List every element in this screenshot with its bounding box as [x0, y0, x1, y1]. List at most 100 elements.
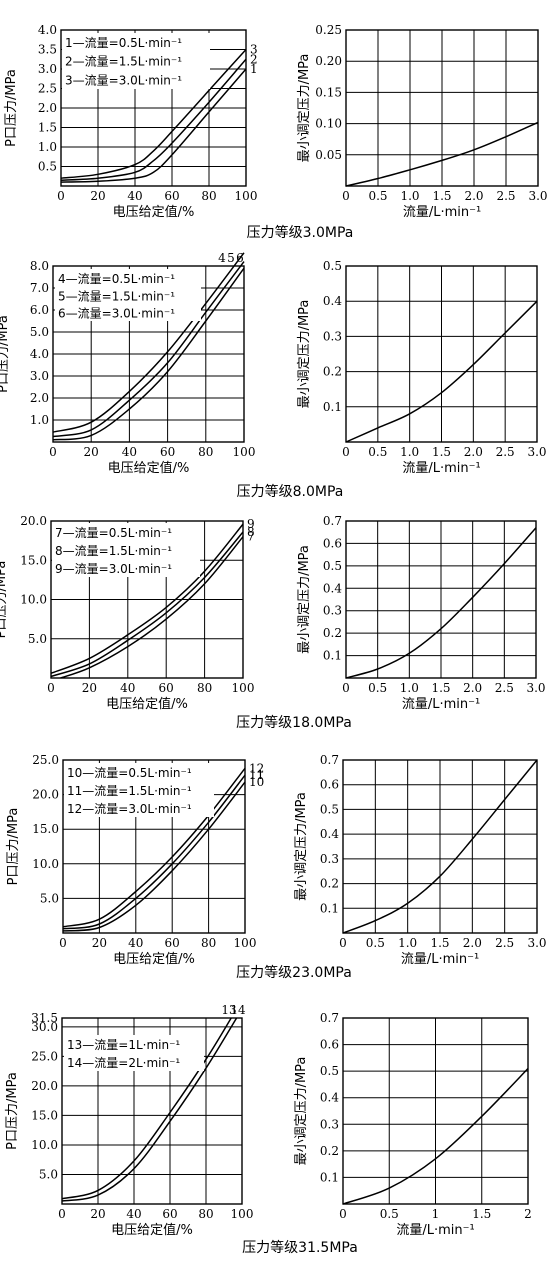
- chart-1-curve-label-1: 1: [250, 62, 258, 76]
- chart-7-curve-label-10: 10: [249, 775, 264, 789]
- chart-3-y-tick-label: 6.0: [30, 303, 49, 317]
- chart-7-y-axis-label: P口压力/MPa: [6, 808, 21, 886]
- chart-6-y-tick-label: 0.7: [323, 514, 342, 528]
- chart-10-x-tick-label: 0: [339, 1207, 347, 1221]
- chart-8-y-tick-label: 0.6: [320, 778, 339, 792]
- chart-10-y-tick-label: 0.1: [320, 1170, 339, 1184]
- chart-9-curve-label-13: 13: [221, 1003, 236, 1017]
- chart-8-y-tick-label: 0.7: [320, 753, 339, 767]
- chart-4-x-tick-label: 2.0: [464, 445, 483, 459]
- chart-2-x-tick-label: 1.5: [432, 189, 451, 203]
- chart-7-y-tick-label: 25.0: [32, 753, 59, 767]
- chart-3-y-tick-label: 7.0: [30, 281, 49, 295]
- chart-5-series-line-7: [60, 536, 244, 679]
- chart-3-plot-frame: [52, 265, 245, 443]
- chart-9-y-tick-label: 20.0: [31, 1079, 58, 1093]
- chart-7-legend-entry: 10—流量=0.5L·min⁻¹: [67, 766, 192, 780]
- figure-caption-5: 压力等级31.5MPa: [242, 1239, 358, 1256]
- chart-4-x-tick-label: 2.5: [496, 445, 515, 459]
- chart-9-y-tick-label: 31.5: [31, 1011, 58, 1025]
- chart-4-x-tick-label: 3.0: [527, 445, 546, 459]
- chart-6-x-tick-label: 3.0: [526, 681, 545, 695]
- chart-7-y-tick-label: 20.0: [32, 788, 59, 802]
- chart-5-x-tick-label: 80: [197, 681, 212, 695]
- chart-8-y-tick-label: 0.4: [320, 827, 339, 841]
- chart-8-y-tick-label: 0.1: [320, 901, 339, 915]
- chart-1-x-tick-label: 20: [90, 189, 105, 203]
- chart-8-y-tick-label: 0.3: [320, 852, 339, 866]
- chart-3-curve-label-6: 6: [236, 251, 244, 265]
- chart-1-y-tick-label: 1.5: [38, 121, 57, 135]
- chart-3-x-tick-label: 80: [198, 445, 213, 459]
- chart-9-legend-box: [64, 1035, 204, 1071]
- chart-4-x-tick-label: 1.0: [400, 445, 419, 459]
- chart-8-x-tick-label: 0.5: [366, 936, 385, 950]
- chart-1-x-tick-label: 100: [235, 189, 258, 203]
- chart-7-x-tick-label: 40: [128, 936, 143, 950]
- chart-8-x-tick-label: 1.0: [398, 936, 417, 950]
- chart-1-y-tick-label: 2.0: [38, 101, 57, 115]
- chart-7-legend-entry: 12—流量=3.0L·min⁻¹: [67, 802, 192, 816]
- chart-4-y-tick-label: 0.5: [323, 259, 342, 273]
- chart-4-x-tick-label: 0.5: [368, 445, 387, 459]
- chart-6-x-tick-label: 0: [342, 681, 350, 695]
- chart-9-x-axis-label: 电压给定值/%: [111, 1222, 193, 1238]
- chart-1-x-axis-label: 电压给定值/%: [113, 204, 195, 220]
- chart-5-y-tick-label: 20.0: [20, 514, 47, 528]
- chart-5-curve-label-9: 9: [247, 517, 255, 531]
- figure-caption-3: 压力等级18.0MPa: [236, 714, 352, 731]
- chart-2-x-tick-label: 1.0: [400, 189, 419, 203]
- chart-5-y-axis-label: P口压力/MPa: [0, 561, 9, 639]
- chart-5-x-tick-label: 40: [120, 681, 135, 695]
- chart-9-y-tick-label: 5.0: [39, 1167, 58, 1181]
- chart-3-legend-entry: 5—流量=1.5L·min⁻¹: [58, 289, 175, 303]
- chart-6-y-tick-label: 0.4: [323, 581, 342, 595]
- chart-5-x-axis-label: 电压给定值/%: [106, 696, 188, 712]
- chart-7-x-axis-label: 电压给定值/%: [113, 951, 195, 967]
- chart-1-y-tick-label: 0.5: [38, 160, 57, 174]
- chart-3-x-tick-label: 40: [122, 445, 137, 459]
- chart-9-x-tick-label: 40: [126, 1207, 141, 1221]
- chart-1-y-tick-label: 2.5: [38, 82, 57, 96]
- chart-1-y-tick-label: 3.5: [38, 43, 57, 57]
- chart-6-y-tick-label: 0.1: [323, 649, 342, 663]
- chart-3-x-tick-label: 60: [160, 445, 175, 459]
- chart-4-x-tick-label: 1.5: [432, 445, 451, 459]
- chart-3-curve-label-5: 5: [227, 251, 235, 265]
- chart-2-y-axis-label: 最小调定压力/MPa: [297, 54, 312, 163]
- chart-1-legend-entry: 1—流量=0.5L·min⁻¹: [65, 36, 182, 50]
- chart-1-series-line-2: [60, 58, 247, 181]
- chart-10-y-tick-label: 0.2: [320, 1144, 339, 1158]
- chart-3-y-axis-label: P口压力/MPa: [0, 315, 11, 393]
- chart-3-x-axis-label: 电压给定值/%: [108, 460, 190, 476]
- chart-8-y-tick-label: 0.5: [320, 802, 339, 816]
- chart-3-series-line-5: [52, 261, 245, 438]
- chart-1-series-line-3: [60, 48, 247, 179]
- chart-6-x-tick-label: 0.5: [368, 681, 387, 695]
- chart-10-x-tick-label: 1: [432, 1207, 440, 1221]
- chart-5-y-tick-label: 10.0: [20, 593, 47, 607]
- chart-4-y-tick-label: 0.3: [323, 329, 342, 343]
- chart-10-x-tick-label: 1.5: [472, 1207, 491, 1221]
- chart-7-curve-label-12: 12: [249, 761, 264, 775]
- chart-9-legend-entry: 14—流量=2L·min⁻¹: [67, 1056, 180, 1070]
- chart-3-curve-label-4: 4: [218, 251, 226, 265]
- chart-10-x-tick-label: 0.5: [380, 1207, 399, 1221]
- chart-5-curve-label-8: 8: [247, 525, 255, 539]
- chart-5-plot-frame: [50, 520, 244, 679]
- chart-2-plot-frame: [345, 29, 539, 187]
- chart-2-series-line-1: [345, 121, 539, 187]
- chart-5-x-tick-label: 20: [82, 681, 97, 695]
- chart-5-legend-box: [52, 523, 200, 577]
- chart-7-plot-frame: [62, 759, 246, 934]
- chart-3-y-tick-label: 2.0: [30, 391, 49, 405]
- chart-3-legend-box: [55, 269, 201, 321]
- chart-8-x-axis-label: 流量/L·min⁻¹: [401, 952, 479, 967]
- chart-9-y-tick-label: 10.0: [31, 1138, 58, 1152]
- chart-10-y-tick-label: 0.4: [320, 1091, 339, 1105]
- chart-5-y-tick-label: 15.0: [20, 553, 47, 567]
- chart-7-legend-box: [64, 763, 214, 817]
- chart-3-legend-entry: 4—流量=0.5L·min⁻¹: [58, 272, 175, 286]
- chart-1-curve-label-2: 2: [250, 52, 258, 66]
